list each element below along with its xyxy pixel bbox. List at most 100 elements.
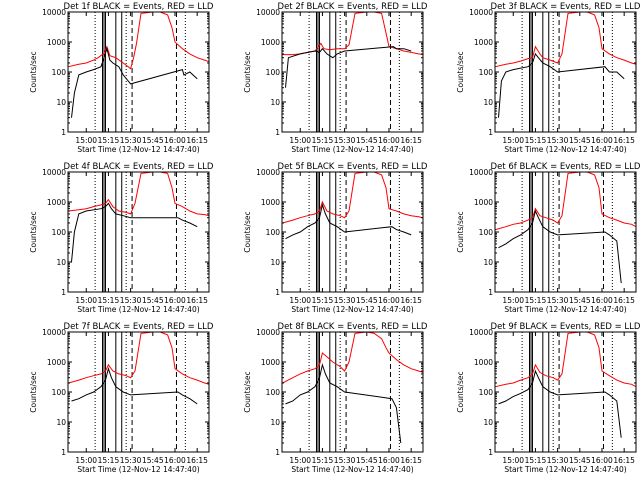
x-tick-label: 15:30	[547, 296, 569, 305]
panel-title: Det 2f BLACK = Events, RED = LLD	[278, 2, 428, 12]
panel-title: Det 1f BLACK = Events, RED = LLD	[64, 2, 214, 12]
x-axis-label: Start Time (12-Nov-12 14:47:40)	[504, 465, 626, 474]
x-tick-label: 15:15	[525, 136, 547, 145]
panel-det-8: 1 10 100 1000 10000 15:00 15:15 15:30 15:45 16:00…	[243, 322, 428, 474]
y-tick-label: 1	[275, 448, 280, 457]
axes-frame	[281, 331, 424, 453]
y-tick-label: 10000	[469, 328, 493, 337]
axes-frame	[67, 171, 210, 293]
series-line-events	[498, 52, 625, 118]
series-line-events	[285, 203, 412, 240]
x-tick-label: 15:45	[569, 136, 591, 145]
x-tick-label: 16:15	[613, 456, 635, 465]
panel-det-1: 1 10 100 1000 10000 15:00 15:15 15:30 15:45 16:00…	[29, 2, 214, 154]
plot-area	[495, 12, 636, 132]
y-tick-label: 1000	[47, 358, 66, 367]
y-tick-label: 1000	[474, 198, 493, 207]
y-tick-label: 1	[275, 288, 280, 297]
y-axis-label: Counts/sec	[29, 371, 38, 412]
series-line-events	[285, 46, 412, 88]
y-axis-label: Counts/sec	[243, 211, 252, 252]
y-tick-label: 100	[52, 68, 67, 77]
x-tick-label: 16:00	[378, 296, 400, 305]
series-line-lld	[495, 12, 636, 68]
x-tick-label: 15:30	[120, 136, 142, 145]
axes-frame	[281, 11, 424, 133]
x-tick-label: 16:15	[400, 456, 422, 465]
y-tick-label: 1000	[261, 358, 280, 367]
x-tick-label: 16:15	[613, 136, 635, 145]
y-tick-label: 1	[61, 128, 66, 137]
series-line-lld	[282, 172, 423, 224]
panel-title: Det 5f BLACK = Events, RED = LLD	[278, 162, 428, 172]
y-tick-label: 1000	[261, 198, 280, 207]
x-tick-label: 15:45	[569, 296, 591, 305]
y-tick-label: 1000	[261, 38, 280, 47]
y-tick-label: 1	[488, 288, 493, 297]
y-tick-label: 10	[483, 418, 493, 427]
x-axis-label: Start Time (12-Nov-12 14:47:40)	[77, 465, 199, 474]
series-line-events	[285, 363, 402, 444]
x-tick-label: 15:15	[98, 456, 120, 465]
y-tick-label: 10	[270, 98, 280, 107]
series-line-events	[71, 366, 198, 405]
x-tick-label: 16:00	[591, 136, 613, 145]
x-tick-label: 15:30	[120, 456, 142, 465]
y-tick-label: 10	[483, 258, 493, 267]
y-axis-label: Counts/sec	[456, 371, 465, 412]
panel-det-4: 1 10 100 1000 10000 15:00 15:15 15:30 15:45 16:00…	[29, 162, 214, 314]
x-tick-label: 15:15	[312, 456, 334, 465]
plot-area	[68, 332, 209, 452]
series-line-events	[71, 46, 198, 118]
plot-area	[495, 332, 636, 452]
plot-area	[68, 12, 209, 132]
y-tick-label: 10	[270, 418, 280, 427]
y-tick-label: 10000	[42, 168, 66, 177]
panel-title: Det 4f BLACK = Events, RED = LLD	[64, 162, 214, 172]
x-tick-label: 16:15	[400, 296, 422, 305]
x-tick-label: 15:15	[312, 296, 334, 305]
x-tick-label: 16:00	[378, 136, 400, 145]
x-tick-label: 15:15	[98, 296, 120, 305]
y-tick-label: 100	[266, 388, 281, 397]
series-line-lld	[68, 332, 209, 385]
y-tick-label: 1	[488, 128, 493, 137]
y-tick-label: 10000	[256, 168, 280, 177]
x-tick-label: 15:15	[98, 136, 120, 145]
panel-det-7: 1 10 100 1000 10000 15:00 15:15 15:30 15:45 16:00…	[29, 322, 214, 474]
x-tick-label: 16:00	[164, 136, 186, 145]
y-axis-label: Counts/sec	[243, 51, 252, 92]
panel-det-6: 1 10 100 1000 10000 15:00 15:15 15:30 15:45 16:00…	[456, 162, 640, 314]
y-axis-label: Counts/sec	[29, 51, 38, 92]
x-axis-label: Start Time (12-Nov-12 14:47:40)	[291, 305, 413, 314]
x-tick-label: 15:00	[502, 296, 524, 305]
x-tick-label: 15:15	[525, 456, 547, 465]
x-tick-label: 15:45	[356, 136, 378, 145]
y-axis-label: Counts/sec	[456, 211, 465, 252]
y-tick-label: 1000	[474, 358, 493, 367]
x-tick-label: 15:00	[75, 456, 97, 465]
panel-det-5: 1 10 100 1000 10000 15:00 15:15 15:30 15:45 16:00…	[243, 162, 428, 314]
x-tick-label: 15:45	[356, 296, 378, 305]
panel-det-9: 1 10 100 1000 10000 15:00 15:15 15:30 15:45 16:00…	[456, 322, 640, 474]
x-tick-label: 16:15	[400, 136, 422, 145]
series-line-lld	[68, 12, 209, 70]
y-tick-label: 100	[479, 228, 494, 237]
x-tick-label: 15:30	[334, 296, 356, 305]
x-tick-label: 15:00	[289, 456, 311, 465]
x-tick-label: 15:00	[289, 136, 311, 145]
x-tick-label: 15:15	[525, 296, 547, 305]
series-line-lld	[495, 172, 636, 231]
x-tick-label: 15:30	[547, 136, 569, 145]
y-axis-label: Counts/sec	[29, 211, 38, 252]
y-axis-label: Counts/sec	[456, 51, 465, 92]
y-tick-label: 1	[275, 128, 280, 137]
x-tick-label: 16:15	[613, 296, 635, 305]
series-line-events	[498, 209, 622, 284]
panel-title: Det 9f BLACK = Events, RED = LLD	[491, 322, 640, 332]
series-line-lld	[282, 332, 423, 384]
series-line-lld	[495, 332, 636, 388]
plot-area	[68, 172, 209, 292]
x-tick-label: 16:00	[378, 456, 400, 465]
y-tick-label: 1000	[474, 38, 493, 47]
